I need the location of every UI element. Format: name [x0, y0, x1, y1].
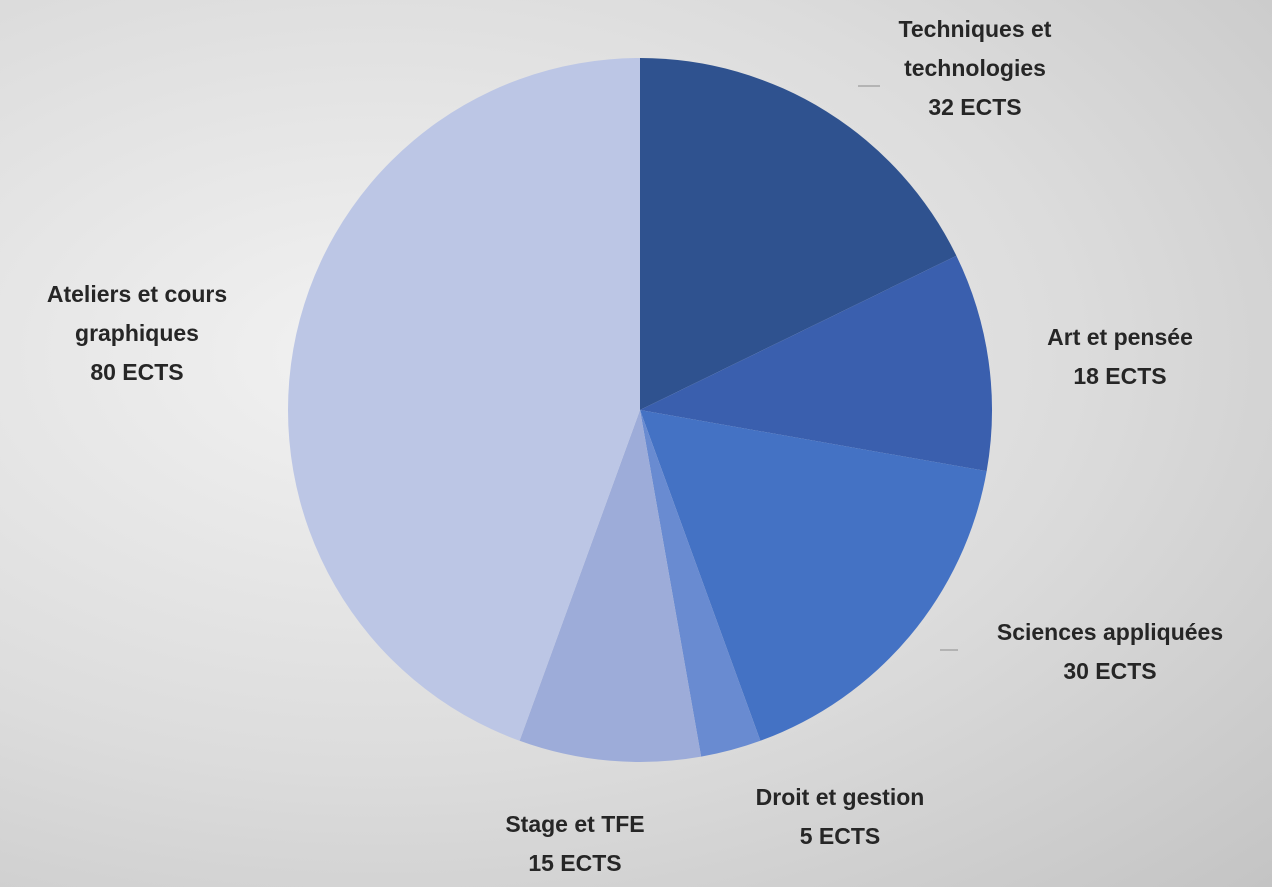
category-label: Droit et gestion	[700, 778, 980, 817]
value-label: 5 ECTS	[700, 817, 980, 856]
category-label: Stage et TFE	[475, 805, 675, 844]
value-label: 80 ECTS	[17, 353, 257, 392]
value-label: 18 ECTS	[990, 357, 1250, 396]
chart	[0, 0, 1272, 887]
value-label: 32 ECTS	[855, 88, 1095, 127]
page: (() => { const data = JSON.parse(documen…	[0, 0, 1272, 887]
value-label: 15 ECTS	[475, 844, 675, 883]
value-label: 30 ECTS	[950, 652, 1270, 691]
category-label: Techniques et technologies	[855, 10, 1095, 88]
category-label: Art et pensée	[990, 318, 1250, 357]
category-label: Sciences appliquées	[950, 613, 1270, 652]
category-label: Ateliers et cours graphiques	[17, 275, 257, 353]
